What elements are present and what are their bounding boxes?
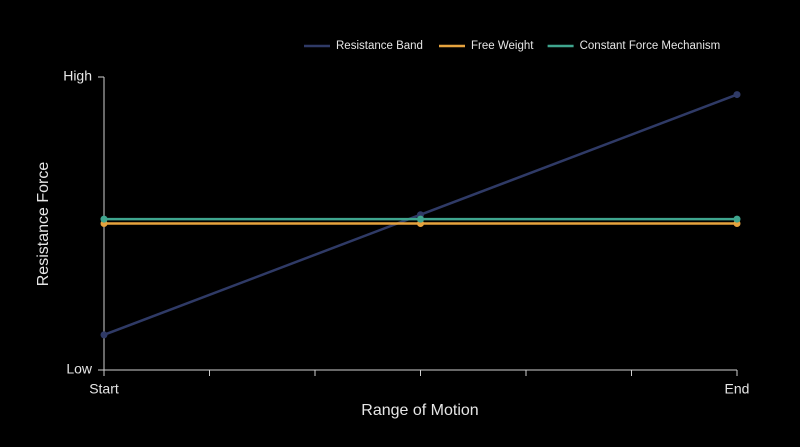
legend-label: Constant Force Mechanism	[580, 40, 721, 52]
data-point	[733, 215, 741, 223]
x-tick-label: End	[725, 381, 750, 397]
y-axis-label: Resistance Force	[35, 162, 52, 287]
data-point	[100, 331, 108, 339]
y-tick-label: Low	[66, 361, 93, 377]
data-point	[100, 215, 108, 223]
legend-label: Free Weight	[471, 40, 534, 52]
data-point	[733, 91, 741, 99]
data-point	[417, 215, 424, 223]
legend-label: Resistance Band	[336, 40, 423, 52]
y-tick-label: High	[63, 68, 92, 84]
x-axis-label: Range of Motion	[361, 402, 478, 419]
x-tick-label: Start	[89, 381, 119, 397]
